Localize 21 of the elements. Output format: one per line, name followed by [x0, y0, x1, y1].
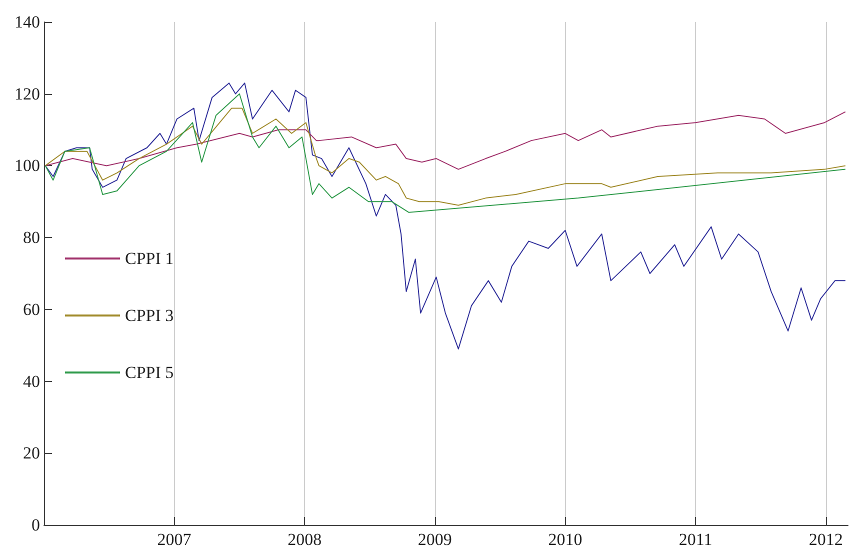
x-tick-label: 2012 — [808, 530, 843, 548]
x-tick-label: 2008 — [288, 530, 322, 548]
x-tick-label: 2009 — [418, 530, 452, 548]
y-tick-label: 0 — [32, 516, 40, 534]
x-tick-label: 2010 — [548, 530, 582, 548]
x-tick-label: 2011 — [678, 530, 712, 548]
y-tick-label: 120 — [14, 84, 40, 104]
y-tick-label: 100 — [14, 156, 40, 176]
legend-label: CPPI 5 — [125, 363, 174, 382]
line-series — [44, 108, 846, 206]
y-tick-label: 80 — [23, 228, 40, 248]
line-series — [44, 93, 846, 213]
x-tick-label: 2007 — [157, 530, 192, 548]
y-tick-label: 40 — [23, 372, 40, 391]
line-series — [44, 111, 846, 170]
y-tick-label: 60 — [23, 300, 40, 319]
line-series — [44, 82, 846, 350]
legend-label: CPPI 3 — [125, 306, 174, 325]
y-tick-label: 20 — [23, 444, 40, 463]
legend-label: CPPI 1 — [125, 249, 174, 268]
y-tick-label: 140 — [14, 12, 40, 32]
